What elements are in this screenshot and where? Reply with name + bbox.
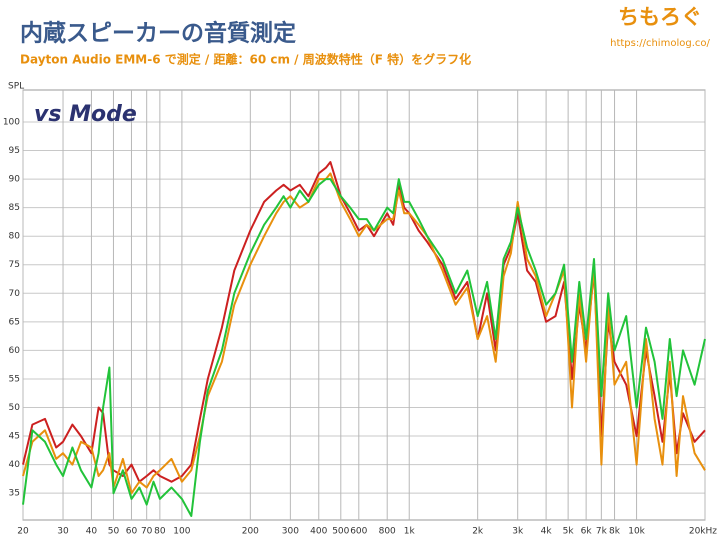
x-tick-label: 80 xyxy=(154,527,166,537)
x-tick-label: 300 xyxy=(282,527,299,537)
y-axis-label: SPL xyxy=(8,82,24,92)
x-tick-label: 60 xyxy=(126,527,138,537)
x-tick-label: 70 xyxy=(141,527,153,537)
x-tick-label: 4k xyxy=(541,527,553,537)
x-tick-label: 5k xyxy=(563,527,575,537)
y-tick-label: 80 xyxy=(9,232,21,242)
x-tick-label: 50 xyxy=(108,527,120,537)
x-tick-label: 1k xyxy=(404,527,416,537)
x-tick-label: 400 xyxy=(310,527,327,537)
annotation: vs Mode xyxy=(34,102,137,127)
x-tick-label: 20kHz xyxy=(689,527,717,537)
y-tick-label: 35 xyxy=(9,489,20,499)
x-tick-label: 8k xyxy=(609,527,621,537)
x-tick-label: 7k xyxy=(596,527,608,537)
x-tick-label: 500 xyxy=(332,527,349,537)
y-tick-label: 40 xyxy=(9,460,21,470)
x-tick-label: 3k xyxy=(512,527,524,537)
y-tick-label: 95 xyxy=(9,146,20,156)
x-tick-label: 40 xyxy=(86,527,98,537)
y-tick-label: 100 xyxy=(3,117,20,127)
y-tick-label: 50 xyxy=(9,403,21,413)
x-tick-label: 6k xyxy=(581,527,593,537)
y-tick-label: 70 xyxy=(9,289,21,299)
chart-title: 内蔵スピーカーの音質測定 xyxy=(20,20,296,47)
y-tick-label: 45 xyxy=(9,432,20,442)
y-tick-label: 60 xyxy=(9,346,21,356)
x-tick-label: 600 xyxy=(350,527,367,537)
y-tick-label: 85 xyxy=(9,203,20,213)
y-tick-label: 55 xyxy=(9,374,20,384)
series-line xyxy=(22,178,706,517)
y-tick-label: 65 xyxy=(9,317,20,327)
x-tick-label: 100 xyxy=(173,527,190,537)
x-tick-label: 2k xyxy=(472,527,484,537)
y-tick-label: 90 xyxy=(9,175,21,185)
y-tick-label: 75 xyxy=(9,260,20,270)
x-tick-label: 20 xyxy=(17,527,29,537)
x-tick-label: 800 xyxy=(379,527,396,537)
x-tick-label: 30 xyxy=(57,527,69,537)
brand: ちもろぐ xyxy=(618,5,702,29)
brand-url[interactable]: https://chimolog.co/ xyxy=(610,38,710,49)
x-tick-label: 200 xyxy=(242,527,259,537)
x-tick-label: 10k xyxy=(628,527,645,537)
chart-subtitle: Dayton Audio EMM-6 で測定 / 距離：60 cm / 周波数特… xyxy=(20,52,471,67)
